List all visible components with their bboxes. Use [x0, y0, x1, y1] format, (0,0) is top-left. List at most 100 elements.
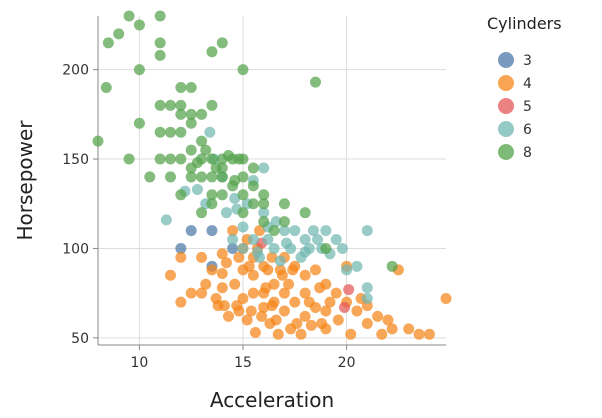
data-point-cyl-8 — [175, 126, 187, 138]
data-point-cyl-4 — [276, 269, 288, 281]
axes: Acceleration Horsepower 10 15 20 50 100 150 20… — [13, 16, 446, 412]
data-point-cyl-6 — [336, 242, 348, 254]
data-point-cyl-8 — [206, 46, 218, 58]
data-point-cyl-5 — [339, 301, 350, 313]
data-point-cyl-4 — [351, 305, 363, 317]
data-point-cyl-4 — [376, 328, 388, 340]
data-point-cyl-8 — [247, 198, 259, 210]
data-point-cyl-4 — [285, 323, 297, 335]
y-tick-label: 50 — [71, 331, 89, 347]
data-point-cyl-4 — [278, 287, 290, 299]
data-point-cyl-8 — [216, 171, 228, 183]
data-point-cyl-8 — [92, 135, 104, 147]
data-point-cyl-8 — [113, 28, 125, 40]
data-point-cyl-4 — [256, 310, 268, 322]
x-tick-label: 15 — [234, 355, 252, 371]
data-point-cyl-4 — [266, 300, 278, 312]
data-point-cyl-8 — [237, 207, 249, 219]
data-point-cyl-8 — [123, 153, 135, 165]
data-point-cyl-8 — [247, 162, 259, 174]
data-point-cyl-4 — [247, 269, 259, 281]
data-point-cyl-8 — [196, 108, 208, 120]
data-point-cyl-8 — [196, 207, 208, 219]
x-tick-label: 20 — [338, 355, 356, 371]
data-point-cyl-4 — [316, 318, 328, 330]
data-point-cyl-4 — [423, 328, 435, 340]
data-point-cyl-8 — [185, 82, 197, 94]
data-point-cyl-8 — [175, 99, 187, 111]
data-point-cyl-4 — [268, 278, 280, 290]
data-point-cyl-6 — [227, 234, 239, 246]
data-point-cyl-4 — [206, 264, 218, 276]
data-point-cyl-4 — [382, 314, 394, 326]
data-point-cyl-8 — [258, 198, 270, 210]
data-point-cyl-4 — [320, 305, 332, 317]
data-point-cyl-8 — [206, 189, 218, 201]
data-point-cyl-4 — [200, 278, 212, 290]
data-point-cyl-6 — [274, 255, 286, 267]
data-point-cyl-4 — [165, 269, 176, 281]
data-point-cyl-4 — [332, 314, 344, 326]
data-point-cyl-8 — [165, 153, 176, 165]
y-tick-label: 150 — [62, 152, 89, 168]
data-point-cyl-4 — [272, 328, 284, 340]
data-point-cyl-4 — [237, 293, 249, 305]
data-point-cyl-4 — [233, 305, 245, 317]
data-point-cyl-4 — [287, 264, 299, 276]
data-point-cyl-4 — [345, 328, 357, 340]
data-point-cyl-8 — [258, 189, 270, 201]
data-point-cyl-4 — [175, 251, 187, 263]
data-point-cyl-6 — [258, 162, 270, 174]
data-point-cyl-6 — [278, 225, 290, 237]
legend-swatch-5 — [498, 98, 514, 114]
data-points — [92, 10, 452, 340]
data-point-cyl-4 — [305, 319, 317, 331]
data-point-cyl-4 — [243, 260, 255, 272]
data-point-cyl-4 — [262, 264, 274, 276]
data-point-cyl-8 — [258, 216, 270, 228]
data-point-cyl-4 — [249, 326, 261, 338]
data-point-cyl-4 — [440, 293, 452, 305]
data-point-cyl-4 — [258, 301, 270, 313]
data-point-cyl-4 — [310, 264, 321, 276]
data-point-cyl-3 — [185, 225, 197, 237]
data-point-cyl-3 — [206, 225, 218, 237]
data-point-cyl-4 — [295, 328, 307, 340]
data-point-cyl-8 — [191, 157, 203, 169]
data-point-cyl-8 — [268, 225, 280, 237]
data-point-cyl-6 — [320, 225, 332, 237]
data-point-cyl-8 — [144, 171, 156, 183]
data-point-cyl-8 — [278, 198, 290, 210]
data-point-cyl-4 — [245, 305, 257, 317]
data-point-cyl-4 — [241, 314, 253, 326]
y-axis-title: Horsepower — [13, 120, 37, 241]
data-point-cyl-8 — [210, 162, 222, 174]
data-point-cyl-4 — [247, 287, 259, 299]
data-point-cyl-4 — [386, 323, 398, 335]
data-point-cyl-4 — [324, 296, 336, 308]
data-point-cyl-4 — [254, 225, 266, 237]
legend-label-6: 6 — [523, 122, 532, 138]
data-point-cyl-6 — [258, 207, 270, 219]
data-point-cyl-8 — [247, 180, 259, 192]
data-point-cyl-8 — [206, 153, 218, 165]
legend-swatch-4 — [498, 75, 514, 91]
data-point-cyl-8 — [206, 99, 218, 111]
data-point-cyl-6 — [237, 221, 249, 233]
data-point-cyl-8 — [206, 198, 218, 210]
data-point-cyl-4 — [278, 305, 290, 317]
data-point-cyl-6 — [191, 183, 203, 195]
data-point-cyl-4 — [320, 278, 332, 290]
data-point-cyl-4 — [299, 287, 311, 299]
data-point-cyl-6 — [160, 214, 172, 226]
data-point-cyl-3 — [227, 242, 239, 254]
data-point-cyl-8 — [154, 99, 166, 111]
data-point-cyl-8 — [154, 126, 166, 138]
data-point-cyl-4 — [310, 301, 321, 313]
data-point-cyl-8 — [223, 149, 234, 161]
data-point-cyl-8 — [320, 242, 332, 254]
data-point-cyl-4 — [330, 287, 342, 299]
data-point-cyl-6 — [204, 126, 216, 138]
data-point-cyl-6 — [254, 251, 266, 263]
data-point-cyl-8 — [154, 49, 166, 61]
